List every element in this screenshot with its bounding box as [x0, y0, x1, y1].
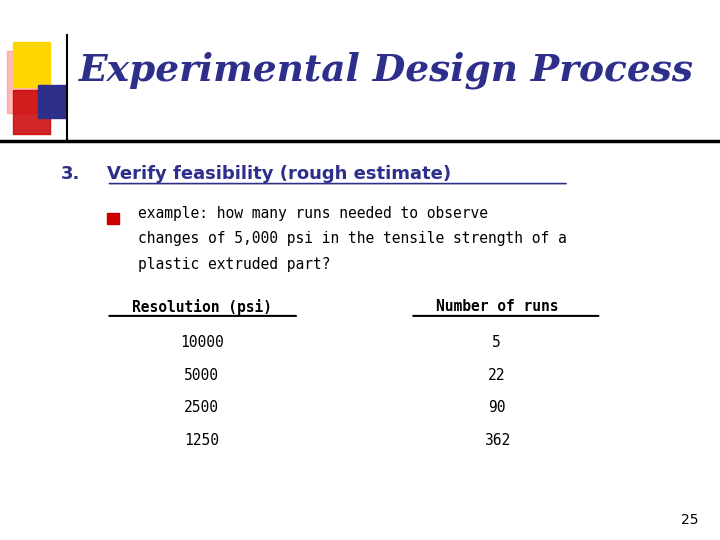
Text: 22: 22 [488, 368, 505, 383]
Text: 10000: 10000 [180, 335, 223, 350]
Bar [13, 90, 50, 134]
Text: Experimental Design Process: Experimental Design Process [79, 51, 694, 89]
Text: 25: 25 [681, 512, 698, 526]
Text: Number of runs: Number of runs [436, 299, 558, 314]
Text: 90: 90 [488, 400, 505, 415]
Text: 362: 362 [484, 433, 510, 448]
Text: example: how many runs needed to observe: example: how many runs needed to observe [138, 206, 488, 221]
Bar [13, 42, 50, 87]
Text: changes of 5,000 psi in the tensile strength of a: changes of 5,000 psi in the tensile stre… [138, 231, 567, 246]
Text: 5: 5 [492, 335, 501, 350]
Text: 1250: 1250 [184, 433, 219, 448]
Bar [107, 213, 119, 224]
Text: 3.: 3. [61, 165, 81, 183]
Bar [7, 51, 37, 113]
Text: Verify feasibility (rough estimate): Verify feasibility (rough estimate) [107, 165, 451, 183]
Text: 2500: 2500 [184, 400, 219, 415]
Text: plastic extruded part?: plastic extruded part? [138, 256, 330, 272]
Bar [38, 85, 66, 118]
Text: Resolution (psi): Resolution (psi) [132, 299, 271, 315]
Text: 5000: 5000 [184, 368, 219, 383]
